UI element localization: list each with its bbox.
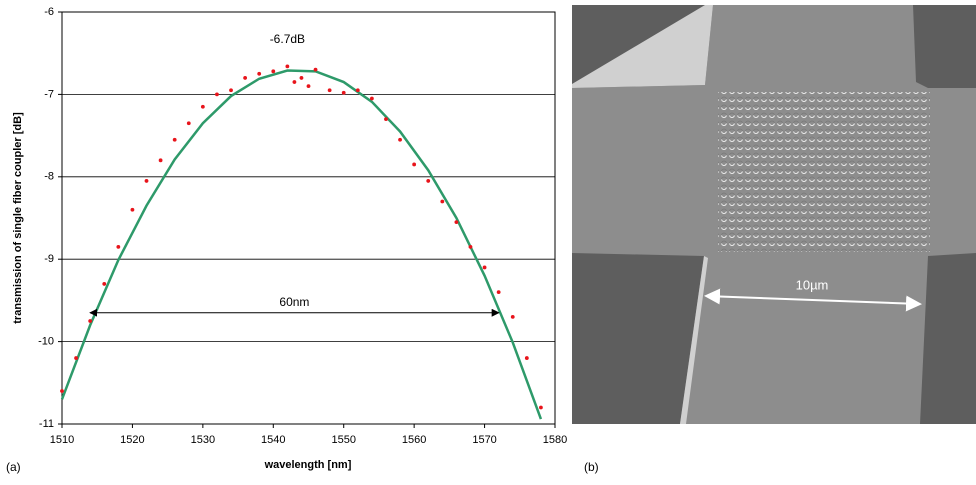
- hole-array: [718, 92, 930, 252]
- data-point: [116, 244, 121, 249]
- x-tick-label: 1510: [50, 434, 74, 446]
- data-point: [271, 69, 276, 74]
- data-point: [384, 117, 388, 122]
- x-tick-label: 1570: [472, 434, 496, 446]
- x-tick-label: 1530: [191, 434, 215, 446]
- data-point: [496, 290, 501, 295]
- x-tick-label: 1540: [261, 434, 285, 446]
- y-axis-title: transmission of single fiber coupler [dB…: [12, 112, 24, 324]
- data-point: [412, 162, 417, 167]
- chart: -11 -10 -9 -8 -7 -6 1510 1520 1530 1540 1550 1560 15…: [38, 6, 567, 446]
- x-axis-title: wavelength [nm]: [264, 459, 352, 471]
- scale-label: 10µm: [796, 277, 829, 292]
- data-point: [482, 265, 487, 270]
- data-point: [426, 179, 431, 183]
- annotation: 60nm: [279, 295, 309, 309]
- y-tick-label: -11: [39, 418, 54, 430]
- data-point: [144, 179, 149, 183]
- sem-image: 10µm: [572, 5, 976, 424]
- data-point: [60, 389, 64, 393]
- plot-area: [61, 11, 556, 425]
- data-point: [355, 88, 360, 93]
- data-point: [510, 314, 515, 319]
- data-point: [440, 199, 445, 204]
- data-point: [341, 90, 346, 95]
- edge-highlight: [572, 5, 713, 424]
- data-point: [468, 244, 473, 249]
- scale-arrow: [704, 288, 922, 312]
- data-point: [215, 92, 219, 97]
- data-point: [306, 84, 311, 89]
- data-point: [158, 158, 163, 163]
- data-point: [257, 71, 262, 76]
- data-point: [454, 220, 459, 225]
- x-tick-label: 1550: [331, 434, 355, 446]
- data-point: [186, 121, 191, 126]
- data-point: [398, 137, 402, 142]
- data-point: [285, 64, 290, 69]
- data-point: [299, 76, 304, 80]
- data-point: [524, 356, 529, 360]
- data-point: [327, 88, 332, 93]
- y-tick-label: -7: [44, 88, 54, 100]
- data-point: [539, 405, 543, 410]
- data-point: [313, 67, 318, 72]
- data-point: [102, 282, 107, 286]
- fit-line: [60, 69, 543, 420]
- data-point: [172, 137, 177, 142]
- y-tick-label: -9: [44, 253, 54, 265]
- data-point: [200, 104, 205, 109]
- y-tick-label: -10: [38, 336, 54, 348]
- x-tick-label: 1520: [120, 434, 144, 446]
- data-point: [369, 96, 374, 101]
- annotation: -6.7dB: [270, 32, 305, 46]
- panel-label: (a): [6, 460, 21, 474]
- x-tick-label: 1580: [543, 434, 567, 446]
- data-point: [229, 88, 233, 93]
- y-tick-label: -6: [44, 6, 54, 18]
- panel-label: (b): [584, 460, 599, 474]
- x-tick-label: 1560: [402, 434, 426, 446]
- data-point: [88, 319, 93, 323]
- y-tick-label: -8: [44, 171, 54, 183]
- data-point: [74, 356, 78, 360]
- data-point: [243, 76, 248, 80]
- data-point: [130, 207, 135, 212]
- data-point: [292, 80, 297, 84]
